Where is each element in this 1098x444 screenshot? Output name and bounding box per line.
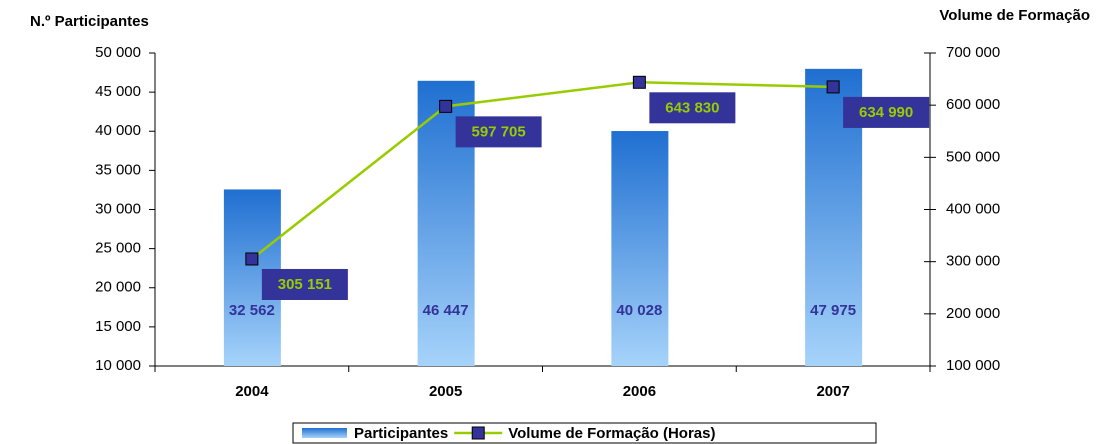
bar-value-label: 40 028 <box>616 302 662 319</box>
y-tick-label: 30 000 <box>95 200 141 217</box>
legend-box <box>292 422 877 444</box>
legend-marker <box>471 426 485 440</box>
y-tick-label: 10 000 <box>95 357 141 374</box>
x-tick-label: 2006 <box>623 383 656 400</box>
line-value-label: 634 990 <box>859 104 913 121</box>
y-tick-label: 35 000 <box>95 161 141 178</box>
value-label-box <box>843 96 930 128</box>
line-marker <box>826 80 840 94</box>
y-tick-label: 20 000 <box>95 279 141 296</box>
value-label-box <box>455 116 542 148</box>
legend-swatch <box>302 428 347 438</box>
legend-label: Participantes <box>354 425 448 442</box>
y2-tick-label: 500 000 <box>946 148 1000 165</box>
line-marker <box>439 99 453 113</box>
y-tick-label: 40 000 <box>95 122 141 139</box>
y2-tick-label: 100 000 <box>946 357 1000 374</box>
line-value-label: 305 151 <box>278 276 332 293</box>
y2-axis-title: Volume de Formação <box>939 7 1090 24</box>
y2-tick-label: 400 000 <box>946 200 1000 217</box>
y2-tick-label: 300 000 <box>946 253 1000 270</box>
bar <box>611 131 669 366</box>
bar-value-label: 47 975 <box>810 302 856 319</box>
x-tick-label: 2007 <box>816 383 849 400</box>
x-tick-label: 2004 <box>235 383 269 400</box>
line-marker <box>245 252 259 266</box>
x-tick-label: 2005 <box>429 383 462 400</box>
legend-label: Volume de Formação (Horas) <box>508 425 715 442</box>
value-label-box <box>261 268 348 300</box>
bar-value-label: 46 447 <box>423 302 469 319</box>
y-tick-label: 50 000 <box>95 44 141 61</box>
y-tick-label: 25 000 <box>95 240 141 257</box>
y-axis-title: N.º Participantes <box>30 13 149 30</box>
line-value-label: 643 830 <box>665 99 719 116</box>
y2-tick-label: 600 000 <box>946 96 1000 113</box>
bar-value-label: 32 562 <box>229 302 275 319</box>
y2-tick-label: 700 000 <box>946 44 1000 61</box>
value-label-box <box>649 92 736 124</box>
line-marker <box>632 75 646 89</box>
y-tick-label: 15 000 <box>95 318 141 335</box>
line-value-label: 597 705 <box>472 123 526 140</box>
y2-tick-label: 200 000 <box>946 305 1000 322</box>
y-tick-label: 45 000 <box>95 83 141 100</box>
line <box>251 81 834 260</box>
